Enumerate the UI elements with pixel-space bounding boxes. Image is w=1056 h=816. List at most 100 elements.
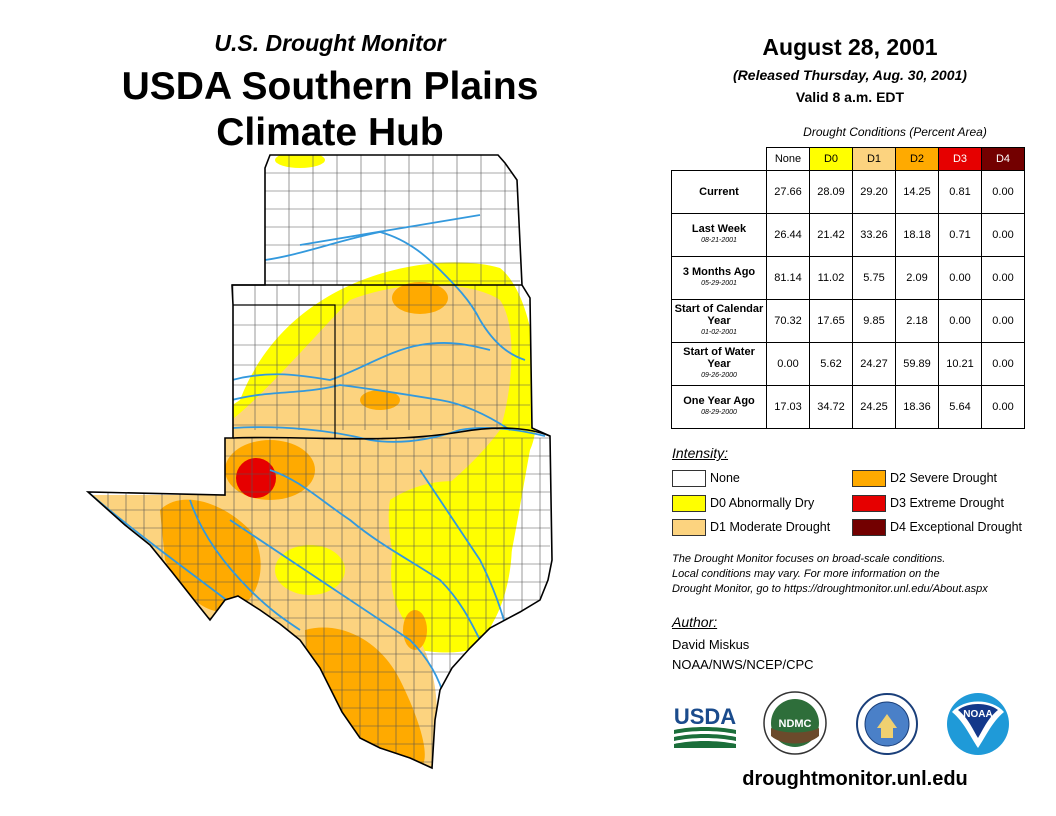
legend-swatch	[852, 495, 886, 512]
noaa-logo: NOAA	[947, 693, 1009, 755]
table-row: Last Week 08-21-2001 26.44 21.42 33.26 18.18 0…	[671, 213, 1025, 257]
cell-value: 11.02	[809, 256, 853, 300]
d2-south-texas	[305, 627, 425, 768]
cell-value: 0.00	[981, 170, 1025, 214]
note-line-2: Local conditions may vary. For more info…	[672, 568, 940, 580]
row-label: 3 Months Ago 05-29-2001	[671, 256, 767, 300]
note-line-1: The Drought Monitor focuses on broad-sca…	[672, 553, 946, 565]
cell-value: 0.00	[766, 342, 810, 386]
cell-value: 0.00	[981, 385, 1025, 429]
cell-value: 2.09	[895, 256, 939, 300]
column-header-d0: D0	[809, 147, 853, 171]
cell-value: 33.26	[852, 213, 896, 257]
row-label: Last Week 08-21-2001	[671, 213, 767, 257]
table-row: Start of Calendar Year 01-02-2001 70.32 17.…	[671, 299, 1025, 343]
table-row: 3 Months Ago 05-29-2001 81.14 11.02 5.75 2.09…	[671, 256, 1025, 300]
row-label-text: 3 Months Ago	[682, 266, 756, 278]
cell-value: 28.09	[809, 170, 853, 214]
cell-value: 0.00	[938, 256, 982, 300]
legend-title: Intensity:	[672, 445, 729, 461]
row-label-text: Start of Water Year	[683, 346, 755, 370]
noaa-logo-text: NOAA	[963, 709, 992, 720]
table-row: Current 27.66 28.09 29.20 14.25 0.81 0.00	[671, 170, 1025, 214]
column-header-d4: D4	[981, 147, 1025, 171]
title-line-1: USDA Southern Plains	[121, 65, 539, 108]
drought-conditions-table: None D0 D1 D2 D3 D4 Current 27.66 28.09 29.20 14.…	[671, 147, 1025, 429]
column-header-d2: D2	[895, 147, 939, 171]
cell-value: 70.32	[766, 299, 810, 343]
cell-value: 34.72	[809, 385, 853, 429]
cell-value: 59.89	[895, 342, 939, 386]
d0-patch-central	[275, 545, 345, 595]
legend-label: D2 Severe Drought	[890, 471, 998, 485]
column-header-d3: D3	[938, 147, 982, 171]
usda-logo-text: USDA	[674, 704, 736, 729]
cell-value: 2.18	[895, 299, 939, 343]
legend-label: D0 Abnormally Dry	[710, 496, 815, 510]
row-label: Start of Water Year 09-26-2000	[671, 342, 767, 386]
map-subtitle: U.S. Drought Monitor	[214, 30, 446, 56]
table-corner	[672, 148, 767, 171]
legend-swatch	[672, 519, 706, 536]
legend-swatch	[852, 519, 886, 536]
column-header-d1: D1	[852, 147, 896, 171]
d2-west-texas	[160, 499, 261, 612]
cell-value: 0.00	[981, 213, 1025, 257]
row-label: One Year Ago 08-29-2000	[671, 385, 767, 429]
colorado-river	[229, 519, 446, 701]
cell-value: 5.62	[809, 342, 853, 386]
valid-time: Valid 8 a.m. EDT	[795, 89, 905, 105]
row-label-text: Start of Calendar Year	[674, 303, 764, 327]
column-header-none: None	[766, 147, 810, 171]
release-date: (Released Thursday, Aug. 30, 2001)	[733, 67, 967, 83]
panhandle-border	[233, 304, 336, 438]
region-outline	[85, 154, 553, 770]
oklahoma-texas-border	[232, 427, 551, 440]
cell-value: 81.14	[766, 256, 810, 300]
author-title: Author:	[672, 614, 718, 630]
cell-value: 18.36	[895, 385, 939, 429]
legend-label: D4 Exceptional Drought	[890, 520, 1023, 534]
cell-value: 0.81	[938, 170, 982, 214]
row-date: 05-29-2001	[701, 280, 737, 287]
cell-value: 24.27	[852, 342, 896, 386]
cell-value: 21.42	[809, 213, 853, 257]
website-link[interactable]: droughtmonitor.unl.edu	[742, 768, 968, 790]
canadian-river	[231, 384, 511, 431]
cell-value: 17.03	[766, 385, 810, 429]
author-org: NOAA/NWS/NCEP/CPC	[672, 657, 814, 672]
kansas-river	[299, 214, 481, 246]
row-date: 01-02-2001	[701, 329, 737, 336]
cell-value: 14.25	[895, 170, 939, 214]
row-label-text: Last Week	[691, 223, 747, 235]
disclaimer-note: The Drought Monitor focuses on broad-sca…	[672, 552, 1042, 597]
table-caption: Drought Conditions (Percent Area)	[803, 125, 987, 139]
note-line-3: Drought Monitor, go to https://droughtmo…	[672, 583, 988, 595]
title-line-2: Climate Hub	[216, 111, 444, 154]
author-name: David Miskus	[672, 637, 750, 652]
cell-value: 0.00	[938, 299, 982, 343]
map-date: August 28, 2001	[762, 34, 938, 60]
cell-value: 18.18	[895, 213, 939, 257]
table-row: One Year Ago 08-29-2000 17.03 34.72 24.25 18.…	[671, 385, 1025, 429]
row-date: 08-29-2000	[701, 409, 737, 416]
cell-value: 5.75	[852, 256, 896, 300]
brazos-river	[269, 469, 481, 641]
drought-map	[85, 154, 553, 770]
d1-area	[90, 285, 512, 768]
legend-swatch	[852, 470, 886, 487]
legend-label: D3 Extreme Drought	[890, 496, 1004, 510]
d3-extreme-area	[236, 458, 276, 498]
row-label: Start of Calendar Year 01-02-2001	[671, 299, 767, 343]
rivers	[88, 214, 546, 701]
row-date: 09-26-2000	[701, 372, 737, 379]
cell-value: 24.25	[852, 385, 896, 429]
ndmc-logo-text: NDMC	[779, 718, 812, 730]
legend-label: None	[710, 471, 740, 485]
row-label: Current	[671, 170, 767, 214]
ndmc-logo: NDMC	[763, 691, 827, 755]
cell-value: 0.00	[981, 256, 1025, 300]
arkansas-river	[264, 231, 526, 361]
commerce-seal	[856, 693, 918, 755]
pecos-river	[189, 499, 301, 631]
